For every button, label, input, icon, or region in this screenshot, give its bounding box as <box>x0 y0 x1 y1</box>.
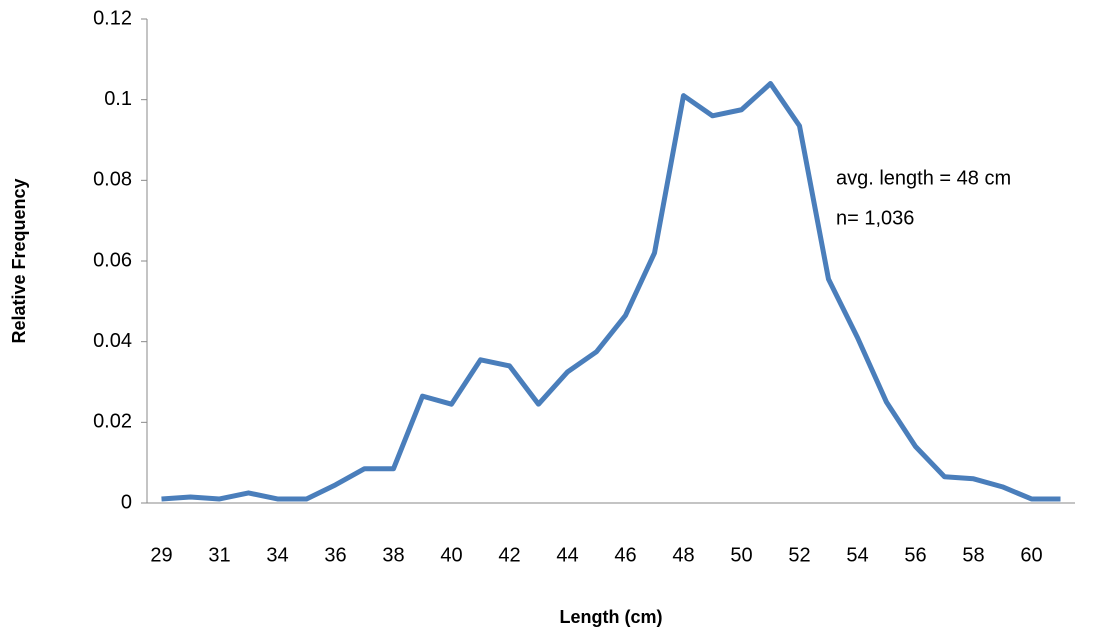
x-tick-label: 36 <box>324 544 346 566</box>
x-tick-label: 44 <box>556 544 578 566</box>
x-tick-label: 42 <box>498 544 520 566</box>
x-tick-label: 58 <box>962 544 984 566</box>
y-axis-title: Relative Frequency <box>9 178 29 343</box>
x-tick-label: 31 <box>208 544 230 566</box>
y-tick-label: 0.04 <box>93 330 132 352</box>
y-tick-label: 0.08 <box>93 169 132 191</box>
y-tick-label: 0.02 <box>93 411 132 433</box>
x-tick-label: 29 <box>150 544 172 566</box>
x-tick-label: 34 <box>266 544 288 566</box>
y-tick-label: 0.1 <box>104 88 132 110</box>
x-tick-label: 40 <box>440 544 462 566</box>
annotation: avg. length = 48 cm <box>836 167 1011 189</box>
x-tick-label: 54 <box>846 544 868 566</box>
x-axis-title: Length (cm) <box>560 607 663 627</box>
annotation: n= 1,036 <box>836 207 914 229</box>
x-tick-label: 56 <box>904 544 926 566</box>
x-tick-label: 46 <box>614 544 636 566</box>
x-tick-label: 60 <box>1020 544 1042 566</box>
x-tick-label: 50 <box>730 544 752 566</box>
x-tick-label: 52 <box>788 544 810 566</box>
y-tick-label: 0.06 <box>93 249 132 271</box>
y-tick-label: 0 <box>121 491 132 513</box>
data-line <box>161 81 1061 502</box>
x-tick-label: 38 <box>382 544 404 566</box>
y-tick-label: 0.12 <box>93 7 132 29</box>
x-tick-label: 48 <box>672 544 694 566</box>
